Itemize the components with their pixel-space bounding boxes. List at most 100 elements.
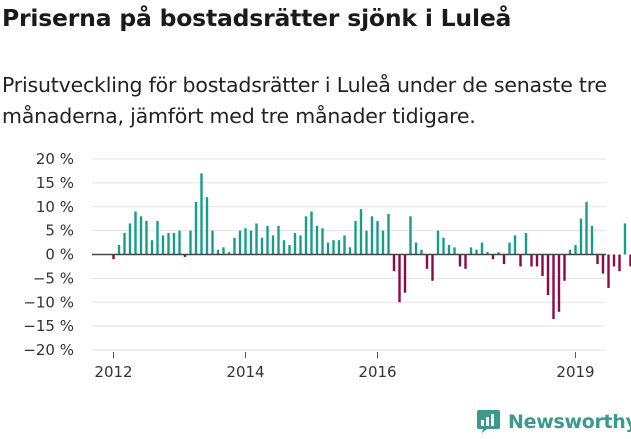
bar xyxy=(541,254,544,276)
bar xyxy=(535,254,539,267)
bar xyxy=(167,233,170,255)
bar xyxy=(332,240,335,255)
bar xyxy=(222,247,225,255)
brand-name: Newsworthy xyxy=(508,410,631,433)
bar xyxy=(497,252,500,255)
newsworthy-brand: Newsworthy xyxy=(476,409,631,434)
bar xyxy=(590,225,594,255)
bar xyxy=(502,254,506,265)
bar xyxy=(183,254,187,257)
bar xyxy=(398,254,401,303)
bar xyxy=(293,233,297,255)
bar xyxy=(178,230,181,255)
bar xyxy=(458,254,462,267)
bar xyxy=(354,221,357,255)
bar xyxy=(574,244,577,255)
newsworthy-logo-icon xyxy=(477,410,500,433)
bar xyxy=(216,249,220,255)
bar xyxy=(524,233,528,255)
bar xyxy=(238,230,242,255)
bar xyxy=(464,254,467,269)
bar xyxy=(557,254,561,312)
bar xyxy=(387,213,390,255)
bar xyxy=(475,249,478,255)
bar xyxy=(260,237,264,255)
bar xyxy=(337,240,341,255)
x-tick-label: 2014 xyxy=(226,363,264,381)
bar xyxy=(585,201,588,255)
bar xyxy=(392,254,396,272)
bar xyxy=(321,228,324,255)
bar xyxy=(315,225,319,255)
bar xyxy=(365,230,368,255)
bar xyxy=(403,254,407,293)
bar xyxy=(359,209,363,255)
bar xyxy=(480,242,484,255)
bar xyxy=(326,242,330,255)
y-tick-label: 10 % xyxy=(36,198,74,216)
bar xyxy=(117,244,121,255)
bar xyxy=(508,242,511,255)
bar xyxy=(491,254,495,260)
bar xyxy=(299,235,302,255)
y-tick-label: 5 % xyxy=(45,222,74,240)
bar xyxy=(453,247,456,255)
bar xyxy=(348,247,352,255)
bar xyxy=(420,249,423,255)
bar xyxy=(623,223,627,255)
bar xyxy=(618,254,621,272)
bar xyxy=(579,218,583,255)
bar xyxy=(249,230,253,255)
bar xyxy=(304,216,308,255)
bar xyxy=(205,197,209,255)
y-tick-label: 20 % xyxy=(36,150,74,168)
bar xyxy=(409,216,412,255)
bar xyxy=(211,230,214,255)
bar xyxy=(370,216,374,255)
bar xyxy=(150,240,154,255)
y-tick-label: 15 % xyxy=(36,174,74,192)
bar xyxy=(189,230,192,255)
bar xyxy=(200,173,203,255)
chart-title: Priserna på bostadsrätter sjönk i Luleå xyxy=(2,4,512,32)
bar xyxy=(227,252,231,255)
x-tick-label: 2012 xyxy=(94,363,132,381)
bar xyxy=(194,201,198,255)
y-tick-label: −5 % xyxy=(33,269,74,287)
bar xyxy=(134,211,137,255)
bar xyxy=(563,254,566,281)
x-tick-label: 2019 xyxy=(556,363,594,381)
bar xyxy=(145,221,148,255)
bar xyxy=(277,225,280,255)
bar xyxy=(447,244,451,255)
bar xyxy=(288,244,291,255)
bar xyxy=(172,233,176,255)
bar xyxy=(546,254,550,296)
bar xyxy=(376,221,379,255)
bar xyxy=(431,254,434,281)
bar xyxy=(381,230,385,255)
bar xyxy=(612,254,616,267)
bar xyxy=(568,249,572,255)
bar xyxy=(343,235,346,255)
bar xyxy=(552,254,555,319)
bar xyxy=(469,247,473,255)
y-tick-label: −20 % xyxy=(23,341,74,359)
bar xyxy=(310,211,313,255)
bar xyxy=(156,221,159,255)
bar xyxy=(486,252,489,255)
bar xyxy=(271,235,275,255)
x-tick-label: 2016 xyxy=(358,363,396,381)
bar xyxy=(244,228,247,255)
bar xyxy=(513,235,517,255)
y-tick-label: 0 % xyxy=(45,246,74,264)
bar xyxy=(414,242,418,255)
bar xyxy=(123,233,126,255)
bar xyxy=(519,254,522,267)
y-tick-label: −10 % xyxy=(23,293,74,311)
bar xyxy=(128,223,132,255)
bar xyxy=(596,254,599,265)
bar xyxy=(601,254,605,274)
bar xyxy=(112,254,115,260)
